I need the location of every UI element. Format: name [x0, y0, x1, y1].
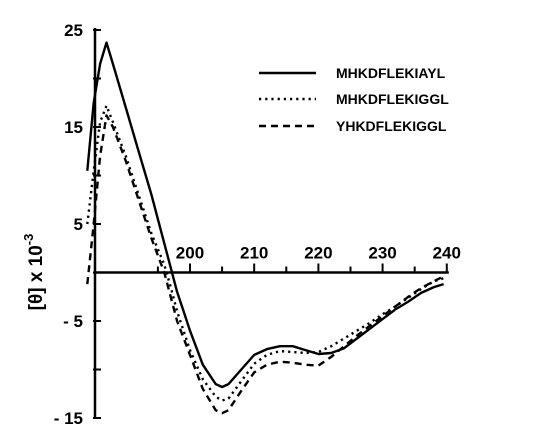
x-tick-label: 230	[368, 244, 396, 263]
x-tick-label: 220	[304, 244, 332, 263]
x-tick-label: 240	[433, 244, 461, 263]
legend-label-1: MHKDFLEKIAYL	[336, 65, 446, 81]
y-tick-label: 15	[64, 118, 83, 137]
legend: MHKDFLEKIAYL MHKDFLEKIGGL YHKDFLEKIGGL	[259, 65, 449, 134]
axes-layer: 25 15 5 - 5 - 15 200 210 220 230 240	[54, 21, 461, 428]
legend-label-3: YHKDFLEKIGGL	[336, 118, 447, 134]
series-line-2	[86, 104, 444, 402]
y-axis-label-text: [θ] x 10	[26, 245, 47, 310]
x-tick-label: 210	[240, 244, 268, 263]
y-tick-label: 5	[74, 215, 83, 234]
y-axis-label-exponent: -3	[21, 234, 36, 246]
y-tick-label: - 15	[54, 409, 83, 428]
y-tick-label: - 5	[63, 312, 83, 331]
y-axis-label: [θ] x 10-3	[21, 234, 47, 311]
series-layer	[86, 41, 445, 415]
series-line-1	[86, 41, 444, 389]
series-line-3	[86, 114, 445, 415]
x-tick-label: 200	[176, 244, 204, 263]
legend-label-2: MHKDFLEKIGGL	[336, 91, 449, 107]
y-tick-label: 25	[64, 21, 83, 40]
